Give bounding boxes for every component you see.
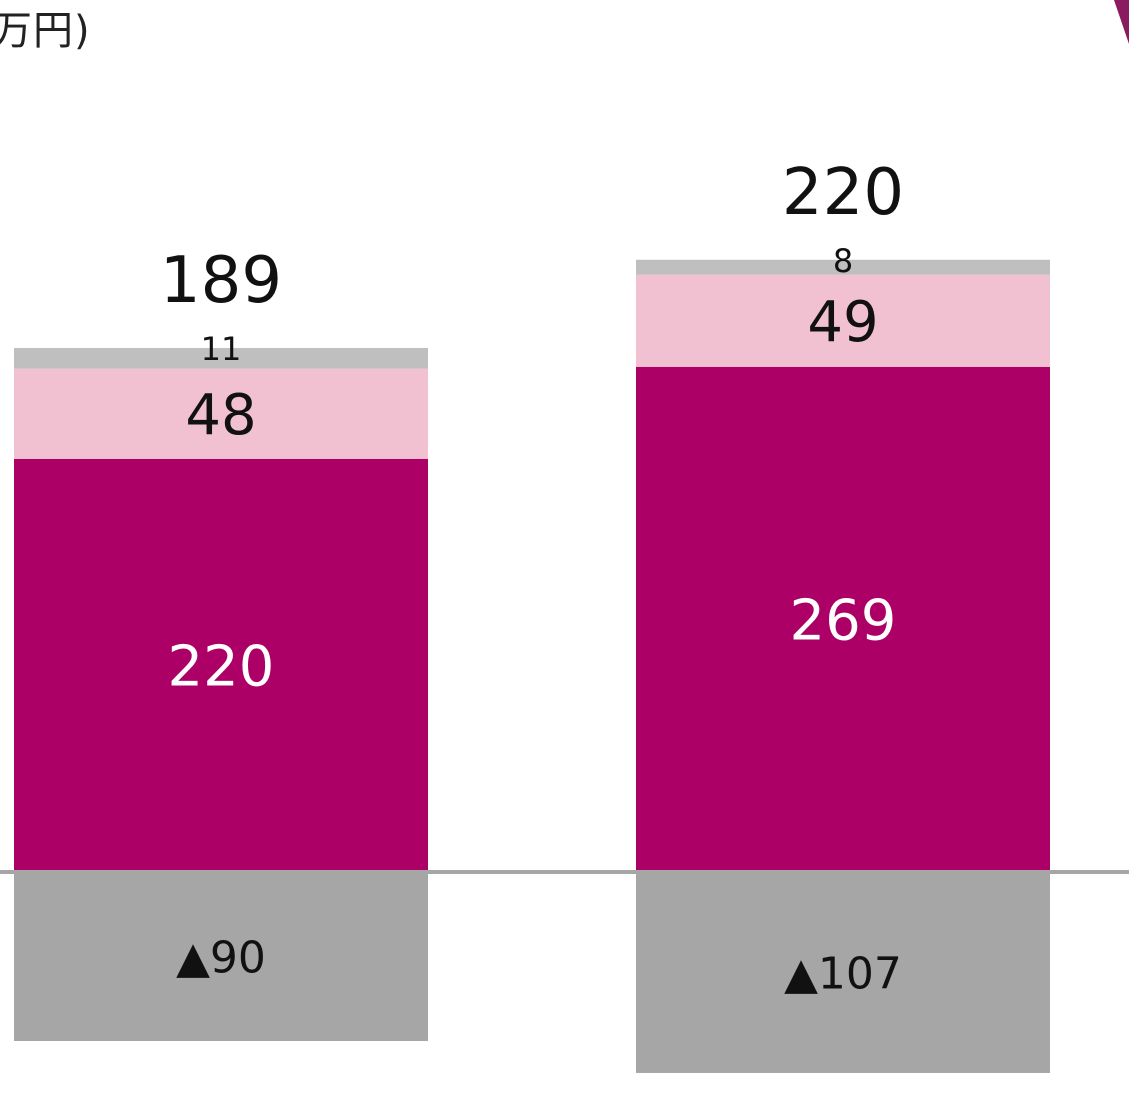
bar-segment-label: 8 [833, 242, 853, 280]
bar-segment-label: 269 [790, 589, 897, 654]
bar-segment-label: ▲107 [784, 948, 902, 999]
bar-total-label: 189 [160, 244, 282, 318]
edge-decoration-icon [1114, 0, 1129, 44]
bar-segment-label: 49 [807, 290, 878, 355]
bar-segment-label: 11 [201, 330, 242, 368]
bar-segment [14, 458, 428, 872]
bar-segment [14, 872, 428, 1042]
bar-segment [14, 368, 428, 459]
bar-segment [636, 259, 1050, 275]
bar-segment [636, 366, 1050, 872]
bar-segment [14, 348, 428, 369]
bar-segment [636, 274, 1050, 367]
bar-segment-label: 48 [185, 383, 256, 448]
bar-segment [636, 872, 1050, 1073]
bar-segment-label: 220 [168, 635, 275, 700]
bar-total-label: 220 [782, 156, 904, 230]
unit-label: 万円) [0, 8, 91, 54]
bar-segment-label: ▲90 [176, 932, 266, 983]
